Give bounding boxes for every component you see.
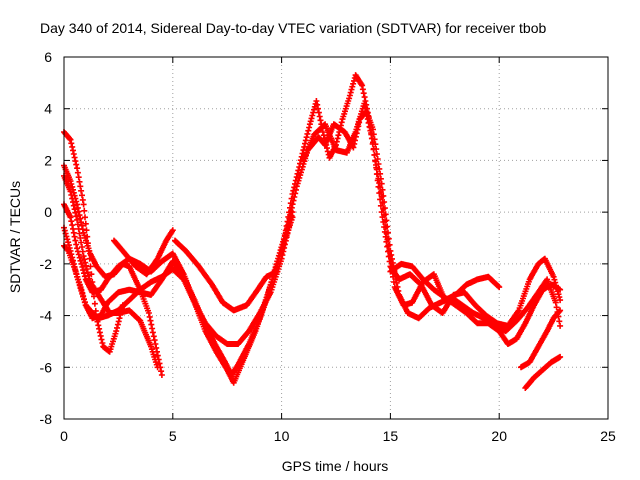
series-markers xyxy=(387,260,564,347)
x-tick-label: 10 xyxy=(274,428,290,444)
y-tick-label: 4 xyxy=(44,101,52,117)
data-series-arc-11 xyxy=(300,100,564,329)
data-series-arc-8 xyxy=(172,237,281,314)
plot-frame xyxy=(63,56,609,420)
series-markers xyxy=(518,307,564,371)
grid-lines xyxy=(64,57,608,419)
data-series-arc-13 xyxy=(518,307,564,371)
y-tick-label: 6 xyxy=(44,49,52,65)
series-markers xyxy=(111,227,176,278)
x-tick-label: 5 xyxy=(169,428,177,444)
axis-ticks: 0 5 10 15 20 25 -8 -6 -4 -2 0 2 4 6 xyxy=(40,49,616,444)
x-axis-title: GPS time / hours xyxy=(282,458,389,474)
x-tick-label: 25 xyxy=(600,428,616,444)
series-markers xyxy=(61,209,296,347)
x-tick-label: 15 xyxy=(383,428,399,444)
x-tick-label: 0 xyxy=(60,428,68,444)
chart-title: Day 340 of 2014, Sidereal Day-to-day VTE… xyxy=(40,20,547,36)
y-tick-label: -4 xyxy=(40,308,53,324)
data-series-arc-12 xyxy=(387,260,564,347)
series-markers xyxy=(300,100,564,329)
data-series-arc-7 xyxy=(111,227,176,278)
y-tick-label: -8 xyxy=(40,411,53,427)
series-markers xyxy=(172,237,281,314)
y-tick-label: 2 xyxy=(44,152,52,168)
data-points xyxy=(61,72,564,391)
y-axis-title: SDTVAR / TECUs xyxy=(7,181,23,293)
y-tick-label: -2 xyxy=(40,256,53,272)
y-tick-label: -6 xyxy=(40,359,53,375)
x-tick-label: 20 xyxy=(491,428,507,444)
y-tick-label: 0 xyxy=(44,204,52,220)
data-series-arc-1 xyxy=(61,209,296,347)
series-markers xyxy=(522,353,564,391)
data-series-arc-14 xyxy=(522,353,564,391)
